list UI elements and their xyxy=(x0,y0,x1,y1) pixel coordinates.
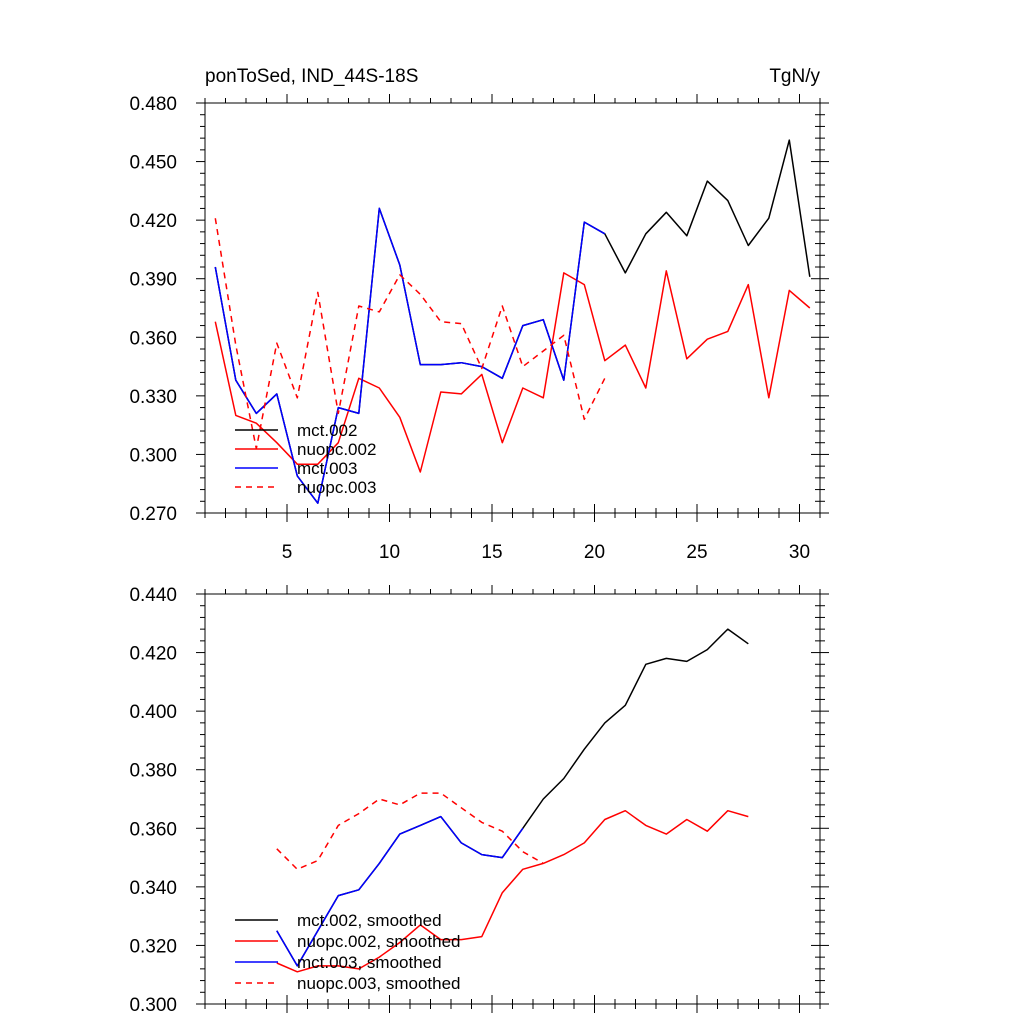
legend-label: mct.003, smoothed xyxy=(297,953,442,972)
series-nuopc-002-smoothed xyxy=(276,809,749,973)
y-tick-label: 0.270 xyxy=(129,504,177,525)
series-mct-003-smoothed xyxy=(276,815,524,967)
y-tick-label: 0.400 xyxy=(129,702,177,723)
x-tick-labels: 5 10 15 20 25 30 xyxy=(282,542,810,563)
legend-label: mct.003 xyxy=(297,459,357,478)
y-tick-label: 0.330 xyxy=(129,387,177,408)
x-tick-label: 25 xyxy=(686,542,707,563)
series-lines xyxy=(214,139,811,504)
legend-label: nuopc.003 xyxy=(297,478,376,497)
series-nuopc-002 xyxy=(214,270,811,473)
axis-ticks xyxy=(196,585,829,1013)
y-tick-label: 0.340 xyxy=(129,878,177,899)
bottom-panel: 0.300 0.320 0.340 0.360 0.380 0.400 0.420 0.440… xyxy=(129,585,829,1016)
y-tick-label: 0.380 xyxy=(129,761,177,782)
legend: mct.002, smoothed nuopc.002, smoothed mct.… xyxy=(235,911,461,993)
plot-frame xyxy=(204,593,821,1005)
y-tick-labels: 0.300 0.320 0.340 0.360 0.380 0.400 0.420 0.440 xyxy=(129,585,177,1016)
panel-title: ponToSed, IND_44S-18S xyxy=(205,66,418,87)
y-tick-labels: 0.270 0.300 0.330 0.360 0.390 0.420 0.450 0.480 xyxy=(129,94,177,525)
series-mct-003 xyxy=(214,207,606,504)
legend-label: nuopc.002, smoothed xyxy=(297,932,461,951)
y-tick-label: 0.450 xyxy=(129,153,177,174)
y-tick-label: 0.360 xyxy=(129,328,177,349)
y-tick-label: 0.420 xyxy=(129,211,177,232)
y-tick-label: 0.360 xyxy=(129,819,177,840)
y-tick-label: 0.300 xyxy=(129,445,177,466)
x-tick-label: 15 xyxy=(481,542,502,563)
legend-label: mct.002, smoothed xyxy=(297,911,442,930)
plot-frame xyxy=(204,102,821,514)
x-tick-label: 20 xyxy=(584,542,605,563)
axis-ticks xyxy=(196,94,829,522)
legend-label: mct.002 xyxy=(297,421,357,440)
x-tick-label: 10 xyxy=(379,542,400,563)
series-lines xyxy=(276,628,749,973)
y-tick-label: 0.480 xyxy=(129,94,177,115)
y-tick-label: 0.300 xyxy=(129,995,177,1016)
series-nuopc-003-smoothed xyxy=(276,792,544,871)
units-label: TgN/y xyxy=(769,66,820,87)
y-tick-label: 0.320 xyxy=(129,936,177,957)
y-tick-label: 0.440 xyxy=(129,585,177,606)
x-tick-label: 30 xyxy=(789,542,810,563)
series-nuopc-003 xyxy=(214,218,606,450)
x-tick-label: 5 xyxy=(282,542,293,563)
legend-label: nuopc.003, smoothed xyxy=(297,974,461,993)
y-tick-label: 0.420 xyxy=(129,644,177,665)
top-panel: ponToSed, IND_44S-18S TgN/y 0.2700.3000.… xyxy=(129,66,829,563)
legend-label: nuopc.002 xyxy=(297,440,376,459)
y-tick-label: 0.390 xyxy=(129,270,177,291)
